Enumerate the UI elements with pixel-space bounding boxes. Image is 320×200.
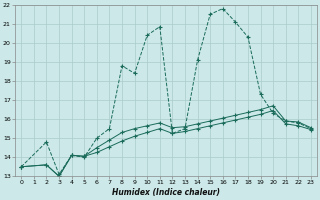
X-axis label: Humidex (Indice chaleur): Humidex (Indice chaleur): [112, 188, 220, 197]
